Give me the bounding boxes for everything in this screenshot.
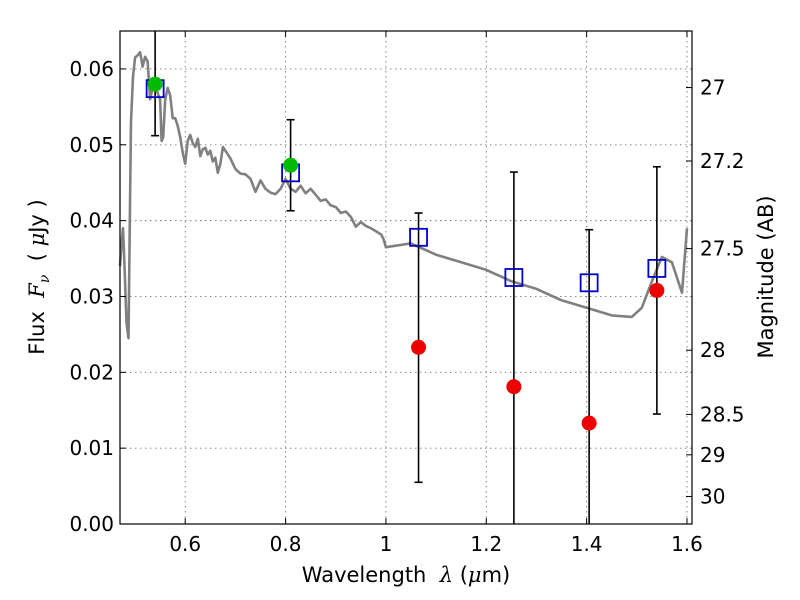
y-tick-label: 0.02 bbox=[69, 360, 114, 384]
model-photometry-layer bbox=[145, 79, 667, 293]
y-tick-label: 0.03 bbox=[69, 284, 114, 308]
mag-tick-label: 27 bbox=[700, 76, 725, 100]
mag-tick-label: 28 bbox=[700, 338, 725, 362]
observed-point-red bbox=[506, 379, 522, 395]
y2-axis-label: Magnitude (AB) bbox=[754, 195, 778, 358]
x-tick-label: 1.6 bbox=[671, 532, 703, 556]
mag-tick-label: 28.5 bbox=[700, 402, 745, 426]
y-tick-label: 0.01 bbox=[69, 436, 114, 460]
x-tick-label: 0.6 bbox=[169, 532, 201, 556]
model-photometry-square bbox=[409, 227, 428, 247]
axes-frame bbox=[119, 30, 693, 525]
tick-marks bbox=[120, 31, 692, 525]
mag-tick-label: 27.5 bbox=[700, 237, 745, 261]
model-photometry-square bbox=[647, 258, 667, 278]
observed-point-red bbox=[649, 282, 665, 298]
model-photometry-square bbox=[579, 273, 599, 293]
y-tick-label: 0.05 bbox=[69, 133, 114, 157]
observed-point-green bbox=[283, 157, 299, 173]
observed-point-green bbox=[147, 76, 163, 92]
x-tick-label: 1.4 bbox=[571, 532, 603, 556]
y-tick-label: 0.00 bbox=[69, 512, 114, 536]
grid-lines bbox=[120, 31, 692, 524]
y-tick-label: 0.06 bbox=[69, 57, 114, 81]
x-tick-label: 1.2 bbox=[470, 532, 502, 556]
observed-point-red bbox=[581, 415, 597, 431]
x-tick-label: 1 bbox=[380, 532, 393, 556]
y-tick-label: 0.04 bbox=[69, 209, 114, 233]
observed-points-layer bbox=[147, 76, 665, 431]
tick-labels: 0.6 0.8 1 1.2 1.4 1.6 0.00 0.01 0.02 0.03 0.04 0.05… bbox=[69, 57, 744, 556]
x-axis-label: Wavelength λ (μm) bbox=[302, 563, 510, 587]
x-tick-label: 0.8 bbox=[270, 532, 302, 556]
y-axis-label: Flux Fν ( μJy ) bbox=[25, 199, 53, 354]
observed-point-red bbox=[411, 339, 427, 355]
mag-tick-label: 30 bbox=[700, 484, 725, 508]
mag-tick-label: 29 bbox=[700, 443, 725, 467]
model-photometry-square bbox=[504, 268, 524, 287]
mag-tick-label: 27.2 bbox=[700, 149, 745, 173]
